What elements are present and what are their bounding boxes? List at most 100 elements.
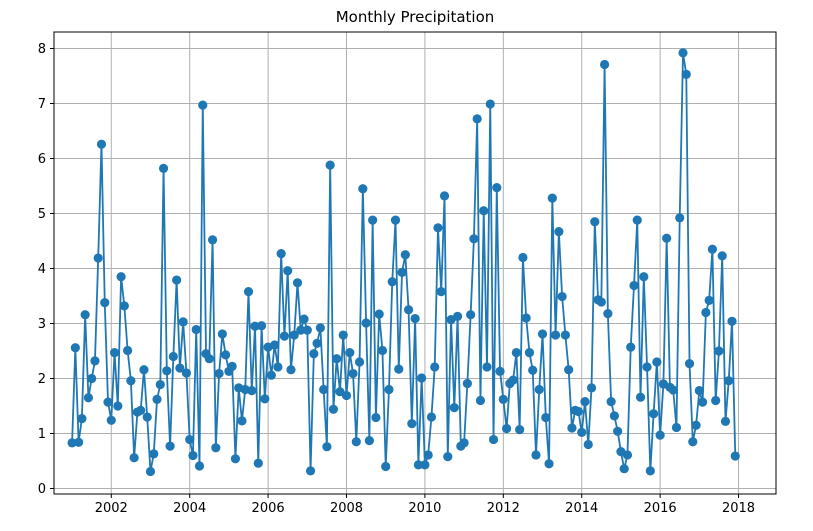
data-point <box>172 275 182 285</box>
data-point <box>384 384 394 395</box>
data-point <box>175 363 185 373</box>
data-point <box>253 458 263 468</box>
data-point <box>100 298 110 308</box>
data-point <box>479 206 489 216</box>
data-point <box>90 356 100 366</box>
data-point <box>681 69 691 79</box>
data-point <box>322 442 332 452</box>
data-point <box>96 139 107 149</box>
data-point <box>462 378 472 389</box>
x-tick-label: 2002 <box>95 501 128 516</box>
data-point <box>557 291 567 302</box>
data-point <box>531 450 541 460</box>
data-point <box>341 390 352 401</box>
data-point <box>485 99 495 109</box>
data-point <box>649 409 659 419</box>
data-point <box>207 235 218 245</box>
data-point <box>439 191 450 201</box>
data-point <box>145 466 156 477</box>
data-point <box>106 415 116 425</box>
data-point <box>472 114 482 124</box>
data-point <box>332 354 342 364</box>
chart-title: Monthly Precipitation <box>336 8 495 26</box>
data-point <box>407 419 417 429</box>
x-tick-label: 2004 <box>173 501 206 516</box>
series-line <box>71 52 737 473</box>
data-point <box>730 451 740 461</box>
data-point <box>501 423 512 434</box>
data-point <box>596 297 606 307</box>
data-point <box>194 461 205 471</box>
data-point <box>599 59 610 70</box>
data-point <box>403 305 414 315</box>
data-point <box>475 395 486 406</box>
data-point <box>469 234 479 244</box>
y-tick-label: 3 <box>38 317 46 332</box>
data-point <box>113 401 123 411</box>
data-point <box>586 383 597 393</box>
data-point <box>701 307 711 318</box>
x-tick-label: 2010 <box>408 501 441 516</box>
data-point <box>312 338 322 348</box>
y-tick-label: 0 <box>38 482 46 497</box>
data-point <box>645 466 655 476</box>
data-point <box>299 314 309 324</box>
data-point <box>325 160 335 170</box>
data-point <box>717 251 727 261</box>
data-point <box>149 449 159 459</box>
data-point <box>70 343 80 353</box>
data-point <box>727 316 737 326</box>
data-point <box>537 329 548 339</box>
data-point <box>116 272 126 282</box>
data-point <box>188 450 198 461</box>
data-point <box>302 325 312 335</box>
data-point <box>168 351 178 362</box>
y-tick-label: 1 <box>38 427 46 442</box>
data-point <box>103 397 113 407</box>
data-point <box>688 437 698 447</box>
data-point <box>492 183 502 193</box>
data-point <box>420 460 430 470</box>
data-point <box>704 295 714 305</box>
data-point <box>720 416 731 426</box>
data-point <box>93 253 103 263</box>
data-point <box>410 313 420 324</box>
data-point <box>247 386 257 396</box>
data-point <box>348 368 358 379</box>
x-tick-label: 2014 <box>565 501 598 516</box>
data-point <box>691 420 701 430</box>
data-point <box>711 395 721 406</box>
data-point <box>139 365 149 375</box>
data-point <box>714 346 724 356</box>
data-point <box>433 223 443 233</box>
data-point <box>567 423 577 433</box>
data-point <box>371 412 381 423</box>
y-tick-label: 4 <box>38 262 46 277</box>
data-point <box>292 278 303 288</box>
data-point <box>158 163 169 173</box>
data-point <box>381 461 391 472</box>
data-point <box>609 411 619 421</box>
data-point <box>83 393 94 403</box>
data-point <box>544 459 554 469</box>
data-point <box>237 416 247 426</box>
data-point <box>606 397 616 407</box>
data-point <box>443 452 453 462</box>
data-point <box>129 453 139 463</box>
data-point <box>430 362 440 372</box>
data-point <box>668 385 678 395</box>
data-point <box>214 368 224 379</box>
y-tick-label: 6 <box>38 152 46 167</box>
data-point <box>684 359 695 369</box>
y-tick-label: 8 <box>38 42 46 57</box>
y-axis: 0 1 2 3 4 5 6 7 8 <box>38 42 54 497</box>
data-point <box>550 330 561 340</box>
data-point <box>400 250 410 260</box>
data-point <box>204 354 214 364</box>
x-tick-label: 2006 <box>252 501 285 516</box>
data-point <box>80 310 90 320</box>
data-point <box>495 366 505 376</box>
data-point <box>498 394 508 404</box>
data-point <box>560 330 570 340</box>
data-point <box>315 323 325 333</box>
